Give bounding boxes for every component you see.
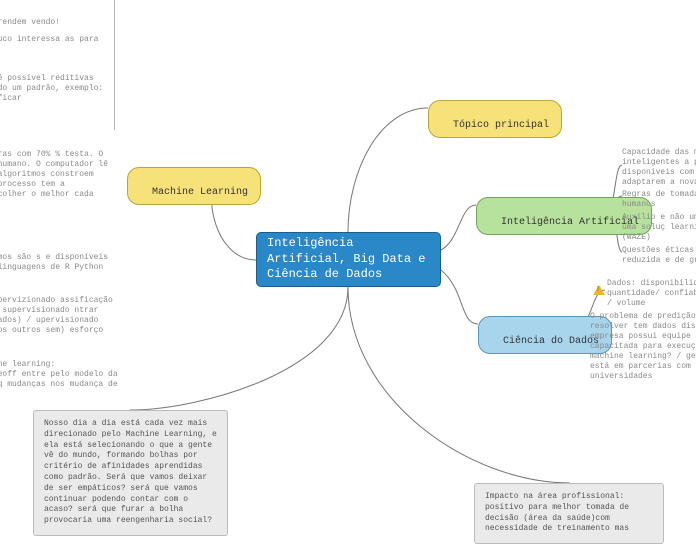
branch-label: Inteligência Artificial	[501, 217, 639, 228]
note-box[interactable]: Nosso dia a dia está cada vez mais direc…	[33, 410, 228, 536]
leaf-text: s de dados	[0, 2, 110, 12]
branch-label: Machine Learning	[152, 187, 248, 198]
leaf-text: Dados: disponibilidad quantidade/ confia…	[607, 279, 696, 309]
left-divider	[114, 0, 115, 130]
leaf-text: Questões éticas: reduzida e de gr	[622, 246, 696, 266]
leaf-text: mas de machine learning: mplexos,tradeof…	[0, 360, 120, 400]
leaf-text: Regras de tomada pelos humanos	[622, 190, 696, 210]
note-text: Nosso dia a dia está cada vez mais direc…	[44, 419, 217, 525]
leaf-text: Capacidade das má inteligentes a pa disp…	[622, 148, 696, 188]
leaf-text: ão assim, aprendem vendo!	[0, 18, 110, 28]
warning-icon	[593, 285, 605, 295]
leaf-text: ne de dados é possível reditivas (sobre …	[0, 74, 115, 104]
note-box[interactable]: Impacto na área profissional: positivo p…	[474, 483, 664, 544]
center-node[interactable]: Inteligência Artificial, Big Data e Ciên…	[256, 232, 441, 287]
leaf-text: O problema de predição qu resolver tem d…	[590, 312, 696, 382]
branch-label: Tópico principal	[453, 120, 549, 131]
note-text: Impacto na área profissional: positivo p…	[485, 492, 629, 533]
center-label: Inteligência Artificial, Big Data e Ciên…	[267, 236, 425, 283]
leaf-text: rendizado supervizionado assificação e r…	[0, 296, 120, 336]
leaf-text: mas algoritimos são s e disponíveis onli…	[0, 253, 115, 273]
leaf-text: Auxílio e não uma aponta uma soluç learn…	[622, 213, 696, 243]
branch-topico-principal[interactable]: Tópico principal	[428, 100, 562, 138]
leaf-text: rende as regras com 70% % testa. O resul…	[0, 150, 115, 210]
branch-label: Ciência do Dados	[503, 336, 599, 347]
leaf-text: recisa dar ouco interessa as para relaçõ…	[0, 35, 110, 55]
branch-machine-learning[interactable]: Machine Learning	[127, 167, 261, 205]
